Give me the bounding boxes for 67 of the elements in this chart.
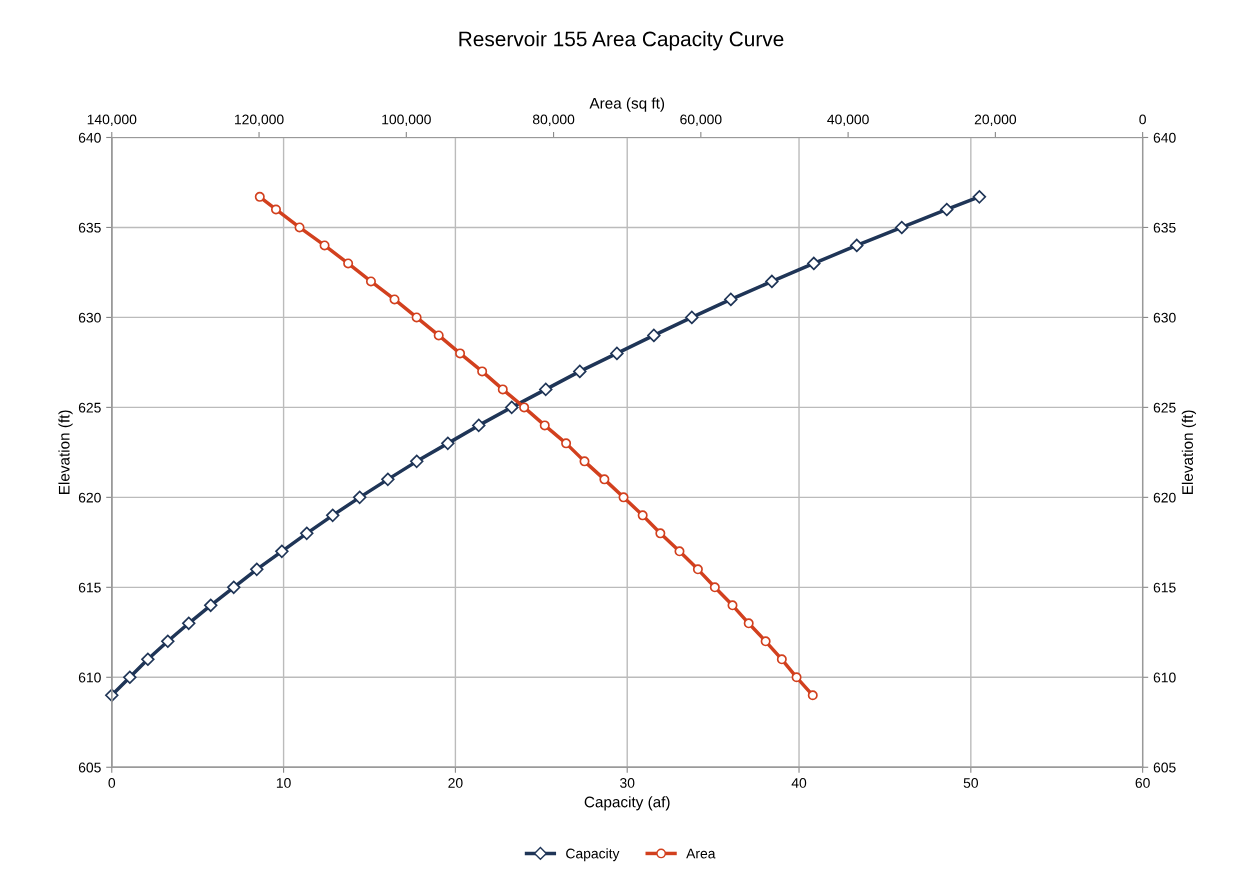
y-axis-title: Elevation (ft) — [58, 410, 73, 494]
x-tick-label: 0 — [108, 778, 116, 788]
y2-tick-label: 610 — [1153, 672, 1176, 683]
point — [300, 526, 314, 541]
point — [182, 616, 196, 631]
x-axis-title: Capacity (af) — [584, 796, 670, 811]
y2-tick-label: 640 — [1153, 132, 1176, 143]
x-tick-label: 10 — [276, 778, 291, 788]
y2-axis-title: Elevation (ft) — [1181, 410, 1197, 494]
x2-tick-label: 60,000 — [680, 114, 722, 126]
point — [972, 190, 987, 204]
point — [381, 472, 395, 487]
y-tick-label: 625 — [78, 402, 101, 413]
x2-tick-label: 0 — [1139, 114, 1146, 125]
y-tick-label: 615 — [78, 582, 101, 593]
x2-tick-label: 40,000 — [827, 114, 869, 126]
point — [539, 382, 553, 397]
point — [850, 238, 864, 253]
x2-tick-label: 100,000 — [382, 114, 431, 126]
point — [410, 454, 424, 469]
chart-title: Reservoir 155 Area Capacity Curve — [459, 31, 784, 51]
x-tick-label: 30 — [620, 778, 635, 788]
point — [352, 490, 367, 505]
y2-tick-label: 605 — [1153, 762, 1176, 773]
point — [161, 634, 175, 649]
y2-tick-label: 625 — [1153, 402, 1176, 413]
point — [895, 220, 909, 235]
legend-label: Area — [686, 848, 716, 859]
y-tick-label: 635 — [78, 222, 101, 233]
point — [441, 436, 455, 451]
point — [326, 508, 340, 523]
point — [940, 202, 954, 217]
point — [647, 328, 661, 343]
y2-tick-label: 635 — [1153, 222, 1176, 233]
point — [573, 364, 587, 379]
point — [204, 598, 218, 613]
x2-axis-title: Area (sq ft) — [589, 97, 665, 112]
point — [141, 652, 155, 667]
point — [227, 580, 241, 595]
x-tick-label: 60 — [1135, 778, 1150, 788]
point — [472, 418, 486, 433]
x-tick-label: 40 — [791, 778, 807, 788]
y-tick-label: 640 — [78, 132, 101, 143]
point — [123, 670, 137, 685]
y2-tick-label: 620 — [1153, 492, 1176, 503]
x2-tick-label: 80,000 — [532, 114, 575, 126]
y2-tick-label: 615 — [1153, 582, 1176, 593]
y-tick-label: 605 — [78, 762, 101, 773]
point — [505, 400, 519, 415]
point — [724, 292, 738, 307]
point — [807, 256, 821, 271]
point — [685, 310, 699, 325]
point — [250, 562, 264, 577]
point — [765, 274, 779, 289]
x2-tick-label: 20,000 — [974, 114, 1017, 126]
y-tick-label: 630 — [78, 312, 101, 323]
point — [105, 688, 119, 703]
x2-tick-label: 120,000 — [235, 114, 284, 126]
point — [275, 544, 289, 559]
point — [610, 346, 624, 361]
y2-tick-label: 630 — [1153, 312, 1176, 323]
legend-label: Capacity — [566, 848, 620, 862]
x-tick-label: 20 — [448, 778, 463, 788]
x-tick-label: 50 — [963, 778, 979, 788]
x2-tick-label: 140,000 — [87, 114, 137, 126]
y-tick-label: 610 — [78, 672, 101, 683]
y-tick-label: 620 — [78, 492, 101, 503]
